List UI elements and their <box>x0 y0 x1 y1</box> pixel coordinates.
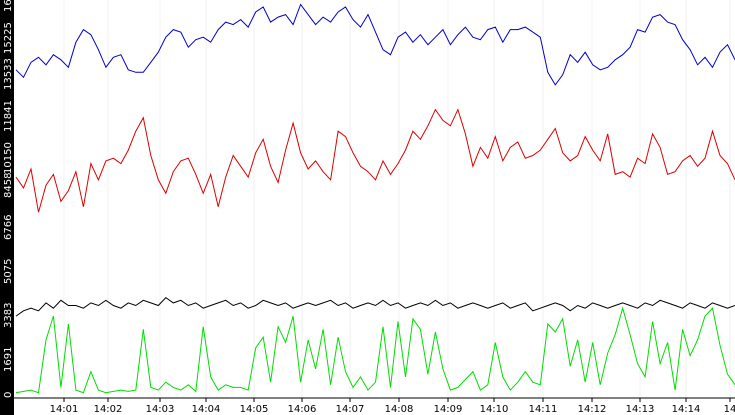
y-tick-label-0-2: 16917 <box>3 0 14 12</box>
x-tick-label-8: 14:09 <box>434 404 463 415</box>
y-tick-label-2-0: 0 <box>3 392 14 398</box>
x-tick-label-12: 14:13 <box>626 404 655 415</box>
series-line-panel-1-0 <box>15 108 735 213</box>
x-tick-label-5: 14:06 <box>288 404 317 415</box>
x-tick-label-2: 14:03 <box>146 404 175 415</box>
y-tick-label-1-1: 8458 <box>3 173 14 198</box>
y-tick-label-2-1: 1691 <box>3 347 14 372</box>
x-tick-label-14: 14 <box>724 404 735 415</box>
x-tick-label-13: 14:14 <box>672 404 701 415</box>
x-axis-ticks: 14:01 14:02 14:03 14:04 14:05 14:06 14:07 14:08… <box>50 398 735 415</box>
x-tick-label-1: 14:02 <box>94 404 123 415</box>
y-tick-label-0-1: 15225 <box>3 22 14 54</box>
x-tick-label-9: 14:10 <box>480 404 509 415</box>
x-tick-label-10: 14:11 <box>529 404 558 415</box>
x-tick-label-11: 14:12 <box>578 404 607 415</box>
x-tick-label-0: 14:01 <box>50 404 79 415</box>
x-tick-label-4: 14:05 <box>240 404 269 415</box>
y-axis-bar <box>0 0 14 415</box>
y-tick-label-1-0: 6766 <box>3 215 14 240</box>
series-line-panel-2-0 <box>15 296 735 317</box>
x-tick-label-6: 14:07 <box>336 404 365 415</box>
y-tick-label-0-0: 13533 <box>3 58 14 90</box>
x-tick-label-3: 14:04 <box>192 404 221 415</box>
y-tick-label-1-2: 10150 <box>3 142 14 174</box>
y-tick-label-1-3: 11841 <box>3 100 14 132</box>
series-lines <box>15 3 735 394</box>
y-tick-label-2-2: 3383 <box>3 303 14 328</box>
series-line-panel-0-0 <box>15 3 735 86</box>
x-tick-label-7: 14:08 <box>385 404 414 415</box>
y-tick-label-2-3: 5075 <box>3 259 14 284</box>
series-line-panel-2-1 <box>15 306 735 394</box>
